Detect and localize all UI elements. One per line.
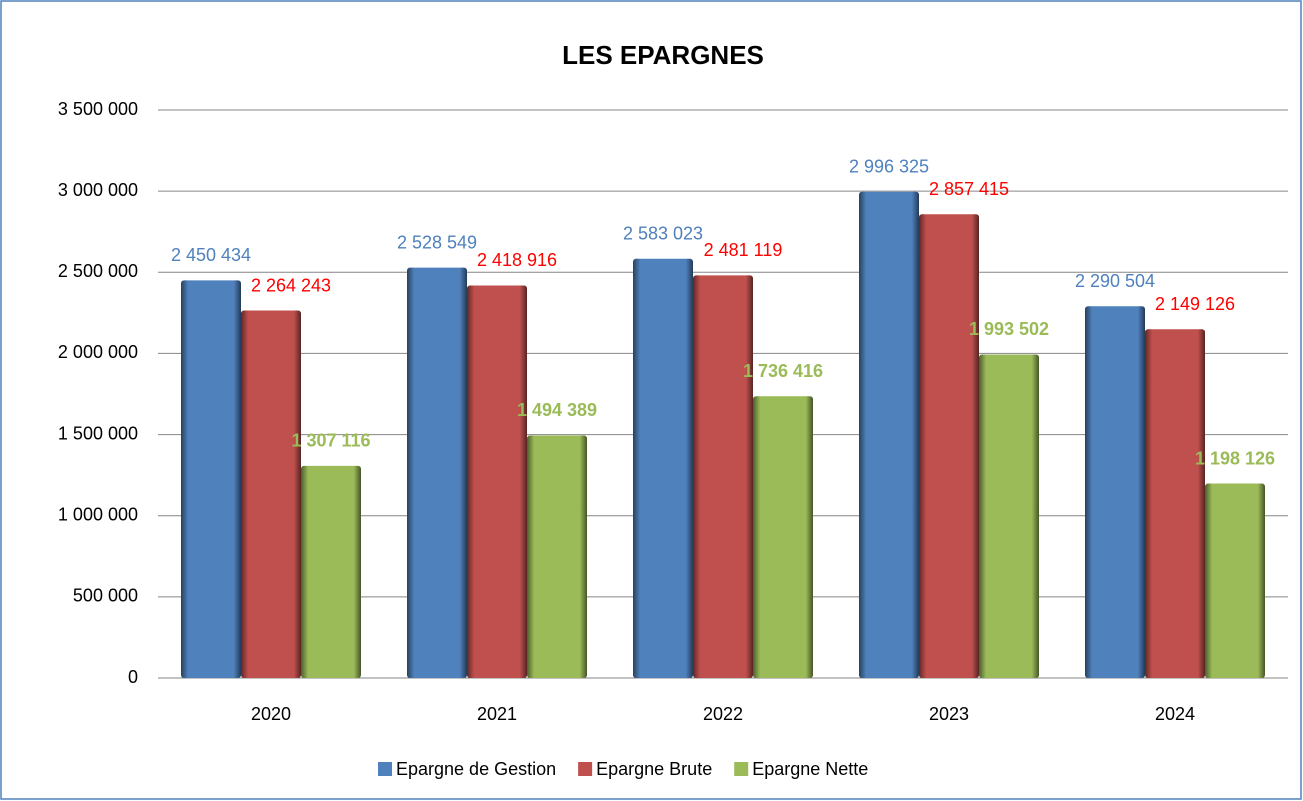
legend-swatch [578,762,593,776]
bar-shade [301,465,361,678]
bar-shade [181,280,241,678]
value-label: 2 583 023 [623,224,703,244]
value-label: 2 528 549 [397,232,477,252]
x-tick-label: 2020 [251,704,291,724]
value-label: 1 993 502 [969,319,1049,339]
bar-shade [693,275,753,678]
x-tick-label: 2023 [929,704,969,724]
legend-label: Epargne Brute [596,759,712,779]
value-label: 1 307 116 [291,431,370,451]
legend-swatch [378,762,392,776]
bar-shade [919,214,979,679]
bar-shade [979,354,1039,678]
value-label: 2 264 243 [251,275,331,295]
legend-swatch [734,762,749,776]
value-label: 2 290 504 [1075,271,1155,291]
y-tick-label: 2 500 000 [58,261,138,281]
x-tick-label: 2021 [477,704,517,724]
value-label: 1 198 126 [1195,448,1275,468]
x-tick-label: 2024 [1155,704,1195,724]
y-tick-label: 1 000 000 [58,504,138,524]
bar-shade [753,396,813,678]
legend-label: Epargne Nette [752,759,868,779]
y-tick-label: 3 000 000 [58,180,138,200]
bar-shade [467,285,527,678]
y-tick-label: 2 000 000 [58,342,138,362]
legend-label: Epargne de Gestion [396,759,556,779]
value-label: 1 494 389 [517,400,597,420]
y-tick-label: 0 [128,667,138,687]
value-label: 2 149 126 [1155,294,1235,314]
value-label: 2 996 325 [849,156,929,176]
value-label: 2 450 434 [171,245,251,265]
x-tick-label: 2022 [703,704,743,724]
bar-shade [1085,306,1145,678]
bar-shade [1205,483,1265,678]
bar-shade [633,258,693,678]
bar-shade [241,310,301,678]
y-tick-label: 1 500 000 [58,423,138,443]
value-label: 2 857 415 [929,179,1009,199]
value-label: 2 481 119 [704,240,783,260]
bar-shade [527,435,587,678]
chart-title: LES EPARGNES [562,40,764,70]
bar-shade [407,267,467,678]
bar-shade [859,191,919,678]
y-tick-label: 500 000 [73,586,138,606]
value-label: 2 418 916 [477,250,557,270]
value-label: 1 736 416 [743,361,823,381]
y-tick-label: 3 500 000 [58,99,138,119]
bar-shade [1145,329,1205,678]
